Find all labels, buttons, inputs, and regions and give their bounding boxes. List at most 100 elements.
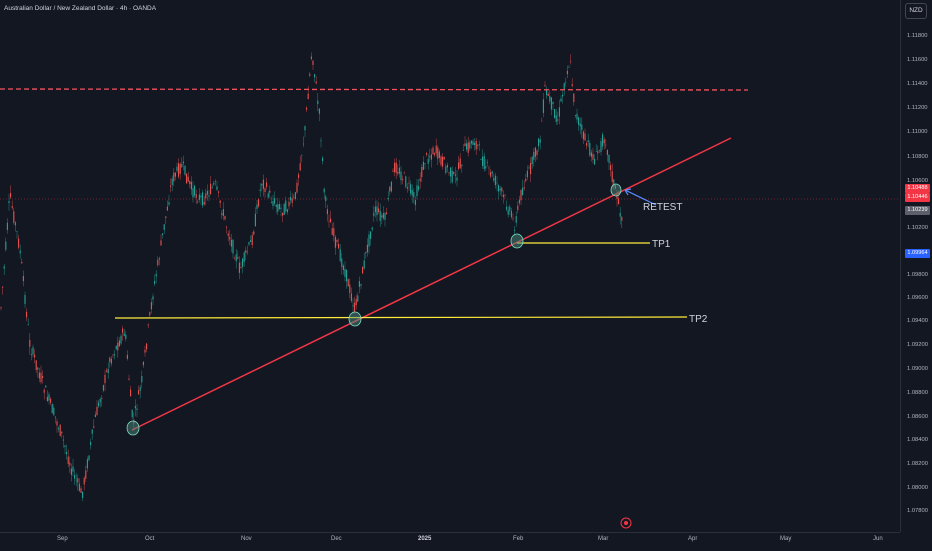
- candle-body: [338, 243, 340, 249]
- candle-body: [510, 210, 512, 218]
- candle-body: [194, 185, 196, 196]
- candle-body: [445, 166, 447, 173]
- candle-body: [590, 152, 592, 157]
- candle-body: [230, 239, 232, 247]
- candle-body: [573, 93, 575, 103]
- price-tick-label: 1.08800: [907, 390, 928, 396]
- candle-body: [224, 216, 226, 220]
- tp2-line: [114, 316, 688, 319]
- candle-body: [58, 428, 60, 430]
- candle-body: [170, 185, 172, 187]
- candle-body: [206, 190, 208, 195]
- candle-body: [282, 212, 284, 216]
- candle-body: [550, 97, 552, 110]
- candle-body: [501, 187, 503, 192]
- candle-body: [552, 101, 554, 105]
- candle-body: [147, 324, 149, 326]
- candle-body: [93, 426, 95, 428]
- candle-body: [21, 262, 23, 264]
- time-axis-label: Jun: [873, 536, 883, 542]
- candle-body: [123, 333, 125, 337]
- candle-body: [342, 265, 344, 271]
- candle-body: [597, 151, 599, 154]
- candle-body: [408, 182, 410, 184]
- candle-body: [78, 483, 80, 491]
- price-tick-label: 1.10200: [907, 225, 928, 231]
- candle-body: [232, 239, 234, 254]
- candle-body: [187, 176, 189, 182]
- candle-body: [330, 218, 332, 223]
- retest-label: RETEST: [643, 202, 682, 213]
- candle-body: [136, 408, 138, 410]
- candle-body: [406, 187, 408, 189]
- candle-body: [110, 358, 112, 364]
- currency-button[interactable]: NZD: [905, 3, 927, 19]
- price-tick-label: 1.08200: [907, 461, 928, 467]
- event-icon[interactable]: [620, 517, 632, 529]
- candle-body: [181, 163, 183, 168]
- candle-body: [37, 367, 39, 370]
- candle-body: [109, 357, 111, 362]
- candle-body: [294, 192, 296, 199]
- candle-body: [146, 343, 148, 350]
- price-tick-label: 1.08000: [907, 485, 928, 491]
- candle-body: [594, 158, 596, 165]
- touch-point-marker: [126, 420, 140, 436]
- candle-body: [579, 123, 581, 127]
- candle-body: [14, 222, 16, 226]
- candlestick-series: [0, 52, 623, 502]
- candle-body: [602, 134, 604, 147]
- touch-point-marker: [510, 233, 524, 249]
- candle-body: [418, 186, 420, 190]
- touch-point-marker: [610, 183, 622, 197]
- candle-body: [490, 172, 492, 177]
- candle-body: [571, 84, 573, 87]
- candle-body: [101, 398, 103, 400]
- candle-body: [454, 174, 456, 176]
- candle-body: [275, 204, 277, 208]
- candle-body: [32, 347, 34, 355]
- candle-body: [198, 194, 200, 200]
- candle-body: [506, 206, 508, 210]
- candle-body: [440, 156, 442, 165]
- candle-body: [190, 181, 192, 190]
- candle-body: [205, 193, 207, 199]
- candle-body: [114, 354, 116, 356]
- candle-body: [346, 269, 348, 282]
- chart-plot-area[interactable]: RETEST TP1 TP2: [0, 0, 900, 532]
- time-axis[interactable]: [0, 532, 900, 551]
- candle-body: [227, 233, 229, 236]
- candle-body: [341, 258, 343, 268]
- candle-body: [285, 200, 287, 212]
- candle-body: [370, 231, 372, 239]
- candle-body: [163, 224, 165, 230]
- candle-body: [154, 280, 156, 284]
- candle-body: [309, 73, 311, 76]
- candle-body: [360, 284, 362, 286]
- candle-body: [557, 119, 559, 121]
- candle-body: [587, 140, 589, 143]
- candle-body: [38, 372, 40, 379]
- candle-body: [299, 163, 301, 171]
- candle-body: [213, 182, 215, 185]
- candle-body: [541, 120, 543, 122]
- candle-body: [86, 459, 88, 469]
- candle-body: [349, 284, 351, 293]
- candle-body: [568, 67, 570, 68]
- resistance-dashed-line: [0, 88, 749, 91]
- candle-body: [240, 267, 242, 268]
- support-trendline: [131, 137, 732, 431]
- candle-body: [35, 360, 37, 370]
- candle-body: [200, 195, 202, 198]
- candle-body: [165, 216, 167, 218]
- candle-body: [402, 179, 404, 181]
- price-axis[interactable]: [900, 0, 932, 532]
- candle-body: [99, 399, 101, 403]
- candle-body: [216, 186, 218, 190]
- candle-body: [296, 182, 298, 193]
- candle-body: [542, 99, 544, 113]
- candle-body: [11, 205, 13, 208]
- candle-body: [584, 133, 586, 141]
- candle-body: [117, 342, 119, 351]
- candle-body: [211, 187, 213, 189]
